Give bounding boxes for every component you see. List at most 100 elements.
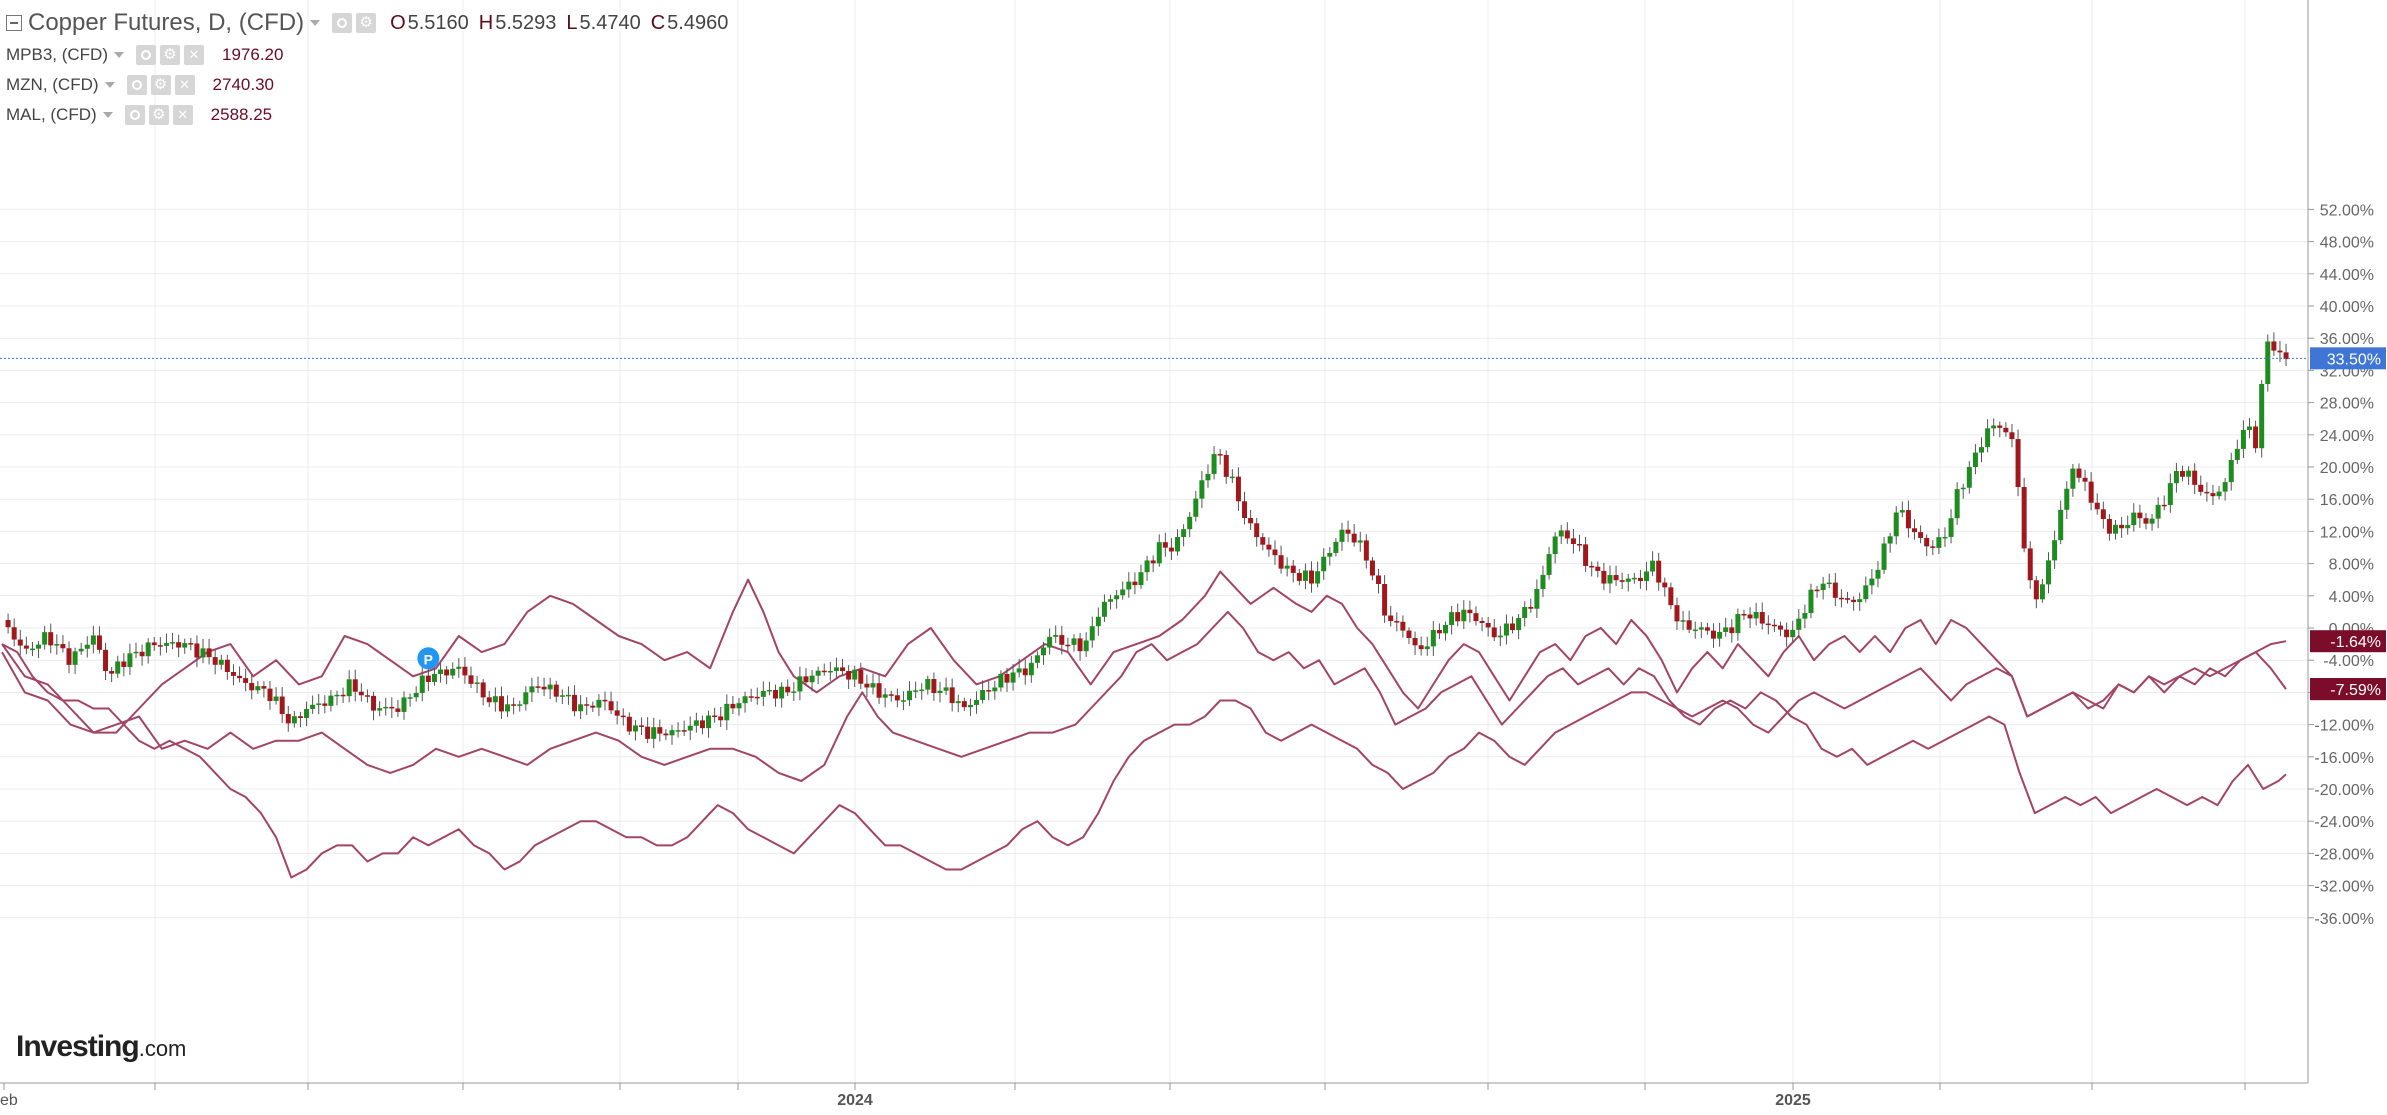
candle-body	[2064, 488, 2070, 510]
main-series-title[interactable]: Copper Futures, D, (CFD)	[28, 9, 305, 36]
candle-body	[998, 673, 1004, 688]
close-icon[interactable]	[184, 45, 204, 65]
candle-body	[858, 669, 864, 684]
candle-body	[900, 700, 906, 702]
candle-body	[1826, 582, 1832, 585]
chevron-down-icon[interactable]	[310, 20, 321, 26]
candle-body	[1309, 570, 1315, 584]
candle-body	[797, 676, 803, 692]
candle-body	[529, 686, 535, 693]
y-tick-label: 36.00%	[2320, 331, 2374, 348]
candle-body	[1217, 454, 1223, 456]
candle-body	[383, 706, 389, 709]
candle-body	[2265, 341, 2271, 384]
close-icon[interactable]	[174, 75, 195, 95]
candle-body	[1637, 577, 1643, 582]
last-value-badge	[2310, 347, 2386, 370]
candle-body	[1436, 629, 1442, 634]
candle-body	[2222, 482, 2228, 492]
ohlc-low: L 5.4740	[566, 11, 641, 34]
candle-body	[377, 708, 383, 711]
candle-body	[718, 716, 724, 721]
close-icon[interactable]	[172, 105, 193, 125]
candle-body	[1144, 560, 1150, 573]
candle-body	[1150, 560, 1156, 564]
eye-icon[interactable]	[136, 45, 156, 65]
candle-body	[2277, 350, 2283, 353]
candle-body	[1546, 554, 1552, 575]
candle-body	[419, 675, 425, 693]
gear-icon[interactable]	[160, 45, 180, 65]
ohlc-high: H 5.5293	[478, 11, 557, 34]
y-tick-label: -12.00%	[2314, 718, 2374, 735]
series-line-mpb3	[1, 570, 2287, 734]
chevron-down-icon[interactable]	[102, 112, 113, 118]
candle-body	[992, 687, 998, 692]
candle-body	[1235, 476, 1241, 502]
candle-body	[1771, 624, 1777, 627]
candle-body	[2186, 470, 2192, 477]
chevron-down-icon[interactable]	[114, 52, 124, 58]
candle-body	[955, 701, 961, 704]
candle-body	[1808, 589, 1814, 614]
candle-body	[224, 659, 230, 673]
candle-body	[1418, 645, 1424, 650]
candle-body	[1363, 540, 1369, 561]
gear-icon[interactable]	[356, 13, 377, 33]
candle-body	[1790, 629, 1796, 638]
candle-body	[632, 725, 638, 732]
compare-symbol-label[interactable]: MPB3, (CFD)	[6, 45, 108, 64]
candle-body	[1369, 560, 1375, 576]
candle-body	[967, 704, 973, 708]
candle-body	[194, 643, 200, 658]
candle-body	[1723, 627, 1729, 632]
p-marker-icon[interactable]	[417, 647, 440, 670]
eye-icon[interactable]	[126, 75, 147, 95]
collapse-icon[interactable]	[6, 15, 22, 31]
y-tick-label: 16.00%	[2320, 492, 2374, 509]
candle-body	[785, 686, 791, 693]
candle-body	[1650, 560, 1656, 572]
candle-body	[72, 651, 78, 665]
candle-body	[212, 657, 218, 665]
candle-body	[48, 632, 54, 646]
candle-body	[1528, 606, 1534, 609]
candle-body	[1838, 597, 1844, 600]
candle-body	[2088, 481, 2094, 503]
candle-body	[1796, 618, 1802, 630]
candle-body	[846, 671, 852, 680]
y-tick-label: 4.00%	[2329, 589, 2374, 606]
candle-body	[815, 670, 821, 676]
candle-body	[2228, 459, 2234, 483]
y-tick-label: 40.00%	[2320, 299, 2374, 316]
compare-symbol-label[interactable]: MZN, (CFD)	[6, 75, 99, 94]
candle-body	[2167, 483, 2173, 506]
candle-body	[1199, 480, 1205, 499]
candle-body	[2082, 477, 2088, 482]
compare-symbol-label[interactable]: MAL, (CFD)	[6, 105, 97, 124]
candle-body	[1674, 605, 1680, 622]
investing-logo[interactable]: Investing.com	[16, 1030, 187, 1063]
candle-body	[468, 675, 474, 684]
candle-body	[2161, 504, 2167, 507]
candle-body	[1120, 589, 1126, 596]
gear-icon[interactable]	[148, 105, 169, 125]
series-line-mzn	[1, 610, 2287, 815]
gear-icon[interactable]	[150, 75, 171, 95]
eye-icon[interactable]	[124, 105, 145, 125]
candle-body	[1644, 571, 1650, 582]
candle-body	[1473, 613, 1479, 622]
candle-body	[163, 643, 169, 646]
candle-body	[1162, 542, 1168, 548]
eye-icon[interactable]	[332, 13, 353, 33]
candle-body	[754, 696, 760, 699]
chevron-down-icon[interactable]	[104, 82, 115, 88]
candle-body	[407, 697, 413, 699]
candle-body	[145, 642, 151, 657]
candle-body	[1924, 537, 1930, 547]
candle-body	[1802, 613, 1808, 619]
candle-body	[1558, 530, 1564, 537]
candle-body	[328, 695, 334, 706]
